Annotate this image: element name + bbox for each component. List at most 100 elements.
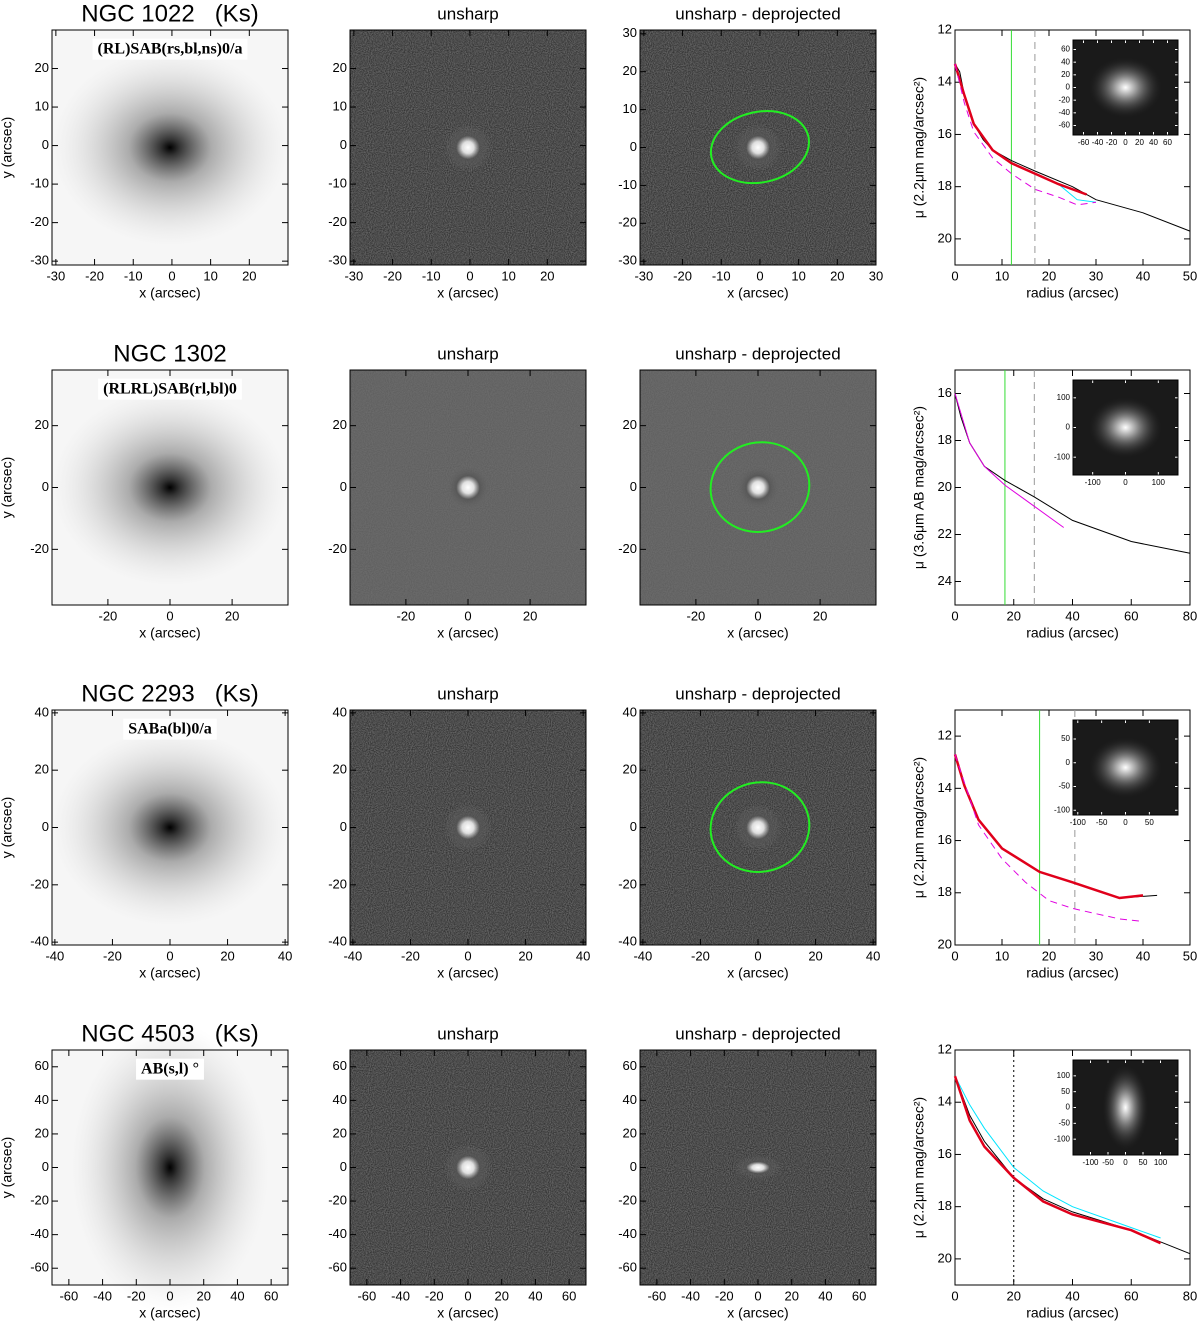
y-tick-label: 20: [35, 762, 49, 777]
x-axis-label: x (arcsec): [139, 625, 200, 641]
galaxy-core: [444, 124, 492, 171]
x-tick-label: 50: [1145, 818, 1154, 827]
x-tick-label: -20: [673, 268, 692, 283]
y-tick-label: -20: [30, 541, 49, 556]
x-tick-label: 0: [464, 608, 471, 623]
x-axis-label: x (arcsec): [437, 625, 498, 641]
galaxy-light: [52, 728, 288, 927]
x-tick-label: 60: [562, 1288, 576, 1303]
plot-frame: [51, 29, 289, 266]
y-tick-label: 20: [35, 60, 49, 75]
y-axis-label: y (arcsec): [0, 1137, 15, 1198]
x-tick-label: 10: [791, 268, 805, 283]
plot-frame: [51, 709, 289, 946]
x-tick-label: -40: [391, 1288, 410, 1303]
x-tick-label: -40: [1092, 138, 1104, 147]
x-tick-label: 100: [1154, 1158, 1168, 1167]
panel-title: NGC 1302: [113, 340, 226, 367]
y-tick-label: 50: [1061, 734, 1070, 743]
x-tick-label: 50: [1183, 948, 1197, 963]
profile-line: [953, 63, 1088, 196]
y-tick-label: -20: [618, 876, 637, 891]
plot-frame: [1072, 379, 1179, 476]
x-tick-label: 20: [1007, 1288, 1021, 1303]
x-tick-label: 20: [540, 268, 554, 283]
y-tick-label: 20: [333, 1125, 347, 1140]
x-tick-label: -60: [357, 1288, 376, 1303]
y-tick-label: -50: [1058, 1118, 1070, 1127]
x-tick-label: 0: [1123, 138, 1128, 147]
x-tick-label: 60: [852, 1288, 866, 1303]
y-tick-label: 12: [938, 728, 952, 743]
profile-line: [954, 1075, 1161, 1239]
galaxy-core: [444, 804, 492, 851]
y-tick-label: 0: [630, 479, 637, 494]
y-tick-label: 20: [623, 417, 637, 432]
y-tick-label: -20: [618, 1193, 637, 1208]
inset-galaxy: [1102, 1064, 1149, 1151]
plot-frame: [954, 369, 1191, 606]
y-axis-label: μ (2.2μm mag/arcsec²): [911, 757, 927, 898]
x-tick-label: -20: [103, 948, 122, 963]
galaxy-core: [734, 1155, 782, 1180]
plot-frame: [51, 1049, 289, 1286]
y-tick-label: 16: [938, 385, 952, 400]
y-tick-label: 10: [333, 98, 347, 113]
x-tick-label: 0: [168, 268, 175, 283]
x-axis-label: x (arcsec): [437, 965, 498, 981]
galaxy-core: [444, 464, 492, 511]
y-tick-label: -100: [1054, 805, 1071, 814]
y-tick-label: 20: [623, 1125, 637, 1140]
inset-galaxy: [1088, 737, 1163, 798]
x-tick-label: 20: [196, 1288, 210, 1303]
y-tick-label: 0: [1066, 83, 1071, 92]
x-tick-label: 20: [1042, 268, 1056, 283]
x-tick-label: 0: [464, 1288, 471, 1303]
y-tick-label: 20: [623, 762, 637, 777]
plot-frame: [1072, 1059, 1179, 1156]
x-tick-label: -60: [1078, 138, 1090, 147]
x-tick-label: -20: [401, 948, 420, 963]
classification: SABa(bl)0/a: [128, 721, 212, 738]
y-tick-label: 0: [340, 479, 347, 494]
x-tick-label: 40: [1065, 608, 1079, 623]
y-tick-label: 60: [333, 1058, 347, 1073]
x-tick-label: 0: [951, 608, 958, 623]
x-tick-label: 100: [1152, 478, 1166, 487]
x-tick-label: -20: [1106, 138, 1118, 147]
y-tick-label: 16: [938, 1146, 952, 1161]
x-tick-label: -100: [1085, 478, 1102, 487]
y-axis-label: y (arcsec): [0, 117, 15, 178]
classification-box: [123, 718, 217, 740]
x-tick-label: 0: [1123, 1158, 1128, 1167]
y-tick-label: 40: [35, 704, 49, 719]
x-tick-label: 40: [866, 948, 880, 963]
galaxy-light: [70, 1021, 270, 1314]
y-tick-label: -40: [30, 934, 49, 949]
y-tick-label: 60: [35, 1058, 49, 1073]
y-tick-label: 40: [623, 704, 637, 719]
galaxy-core: [734, 464, 782, 511]
y-tick-label: -40: [1058, 108, 1070, 117]
y-tick-label: 0: [42, 819, 49, 834]
x-tick-label: 20: [242, 268, 256, 283]
y-tick-label: 14: [938, 780, 952, 795]
panel-title: NGC 4503 (Ks): [81, 1020, 258, 1047]
x-tick-label: 30: [1089, 268, 1103, 283]
x-tick-label: 40: [576, 948, 590, 963]
x-tick-label: -10: [124, 268, 143, 283]
panel-title: NGC 2293 (Ks): [81, 680, 258, 707]
profile-line: [953, 1075, 1162, 1245]
x-tick-label: 60: [1124, 608, 1138, 623]
y-tick-label: 0: [340, 819, 347, 834]
y-tick-label: -40: [30, 1226, 49, 1241]
x-tick-label: 0: [754, 608, 761, 623]
x-tick-label: 20: [523, 608, 537, 623]
y-tick-label: 0: [1066, 758, 1071, 767]
y-tick-label: -20: [328, 1193, 347, 1208]
y-tick-label: 100: [1057, 1071, 1071, 1080]
x-tick-label: 30: [1089, 948, 1103, 963]
y-tick-label: 0: [1066, 1103, 1071, 1112]
x-tick-label: 0: [951, 948, 958, 963]
